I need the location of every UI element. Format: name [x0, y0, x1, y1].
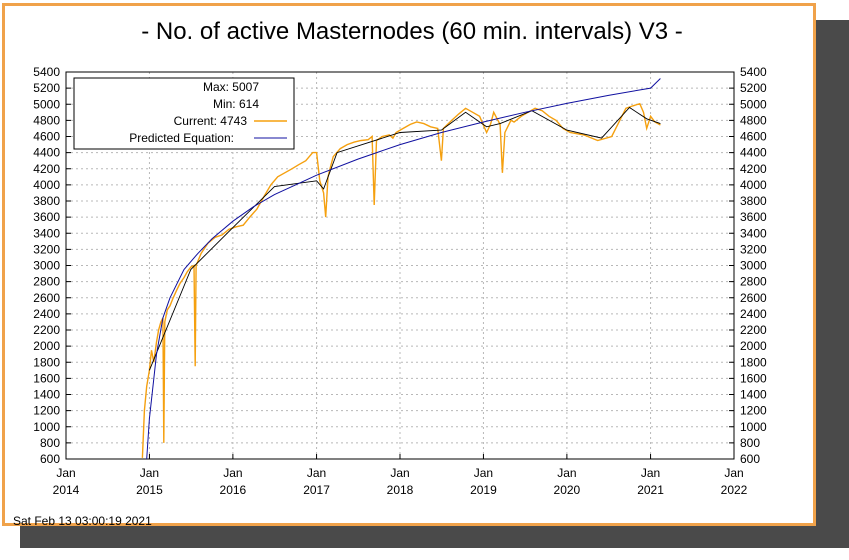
y-tick-label-right: 2200	[740, 323, 767, 337]
y-tick-label-right: 1600	[740, 371, 767, 385]
x-tick-label-month: Jan	[307, 466, 326, 480]
y-tick-label-left: 1800	[33, 355, 60, 369]
y-tick-label-right: 1200	[740, 404, 767, 418]
y-tick-label-left: 5200	[33, 81, 60, 95]
chart-canvas: 600 600 800 800 1000 1000 1200 1200 1400 1400 1600…	[33, 65, 767, 497]
x-tick-label-year: 2014	[53, 483, 80, 497]
y-tick-label-right: 3800	[740, 194, 767, 208]
y-tick-label-left: 1000	[33, 420, 60, 434]
y-tick-label-right: 2400	[740, 307, 767, 321]
y-tick-label-left: 4800	[33, 113, 60, 127]
y-tick-label-left: 2800	[33, 275, 60, 289]
y-tick-label-right: 4800	[740, 113, 767, 127]
y-tick-label-right: 4400	[740, 146, 767, 160]
y-tick-label-right: 3400	[740, 226, 767, 240]
y-tick-label-right: 1400	[740, 388, 767, 402]
x-tick-label-year: 2020	[554, 483, 581, 497]
series-moving-average-line	[148, 106, 661, 371]
y-tick-label-right: 2800	[740, 275, 767, 289]
frame-shadow-bottom	[20, 526, 849, 548]
y-tick-label-right: 600	[740, 452, 760, 466]
y-tick-label-left: 3400	[33, 226, 60, 240]
plot-area-border	[65, 71, 735, 460]
y-tick-label-left: 5400	[33, 65, 60, 79]
y-tick-label-left: 2400	[33, 307, 60, 321]
y-tick-label-left: 3800	[33, 194, 60, 208]
y-tick-label-left: 1400	[33, 388, 60, 402]
y-tick-label-left: 3000	[33, 259, 60, 273]
x-tick-label-month: Jan	[390, 466, 409, 480]
y-tick-label-left: 4000	[33, 178, 60, 192]
chart-panel: - No. of active Masternodes (60 min. int…	[2, 3, 816, 528]
y-tick-label-right: 5400	[740, 65, 767, 79]
series-current-line	[141, 102, 661, 458]
x-tick-label-year: 2015	[136, 483, 163, 497]
x-tick-label-year: 2016	[220, 483, 247, 497]
y-tick-label-left: 1600	[33, 371, 60, 385]
x-tick-label-year: 2019	[470, 483, 497, 497]
chart-title: - No. of active Masternodes (60 min. int…	[141, 18, 683, 45]
legend-min-label: Min: 614	[213, 97, 259, 111]
y-tick-label-left: 4200	[33, 162, 60, 176]
y-tick-label-left: 4600	[33, 130, 60, 144]
x-tick-label-month: Jan	[641, 466, 660, 480]
legend-current-label: Current: 4743	[174, 114, 248, 128]
legend-box	[73, 77, 295, 150]
y-tick-label-left: 1200	[33, 404, 60, 418]
x-tick-label-month: Jan	[474, 466, 493, 480]
y-tick-label-left: 3200	[33, 242, 60, 256]
frame-shadow-right	[816, 20, 849, 546]
x-tick-label-month: Jan	[140, 466, 159, 480]
y-tick-label-left: 600	[40, 452, 60, 466]
legend-predicted-label: Predicted Equation:	[129, 131, 234, 145]
y-tick-label-right: 2600	[740, 291, 767, 305]
y-tick-label-right: 4200	[740, 162, 767, 176]
y-tick-label-right: 5200	[740, 81, 767, 95]
y-tick-label-right: 800	[740, 436, 760, 450]
y-tick-label-right: 1000	[740, 420, 767, 434]
timestamp: Sat Feb 13 03:00:19 2021	[13, 514, 152, 528]
y-tick-label-left: 2600	[33, 291, 60, 305]
y-tick-label-right: 3600	[740, 210, 767, 224]
y-tick-label-right: 4600	[740, 130, 767, 144]
x-tick-label-year: 2017	[303, 483, 330, 497]
y-tick-label-left: 4400	[33, 146, 60, 160]
y-tick-label-left: 3600	[33, 210, 60, 224]
y-tick-label-right: 4000	[740, 178, 767, 192]
x-tick-label-year: 2018	[387, 483, 414, 497]
x-tick-label-month: Jan	[557, 466, 576, 480]
y-tick-label-right: 3200	[740, 242, 767, 256]
x-tick-label-year: 2022	[721, 483, 748, 497]
series-predicted-line	[146, 78, 661, 459]
x-tick-label-year: 2021	[637, 483, 664, 497]
y-tick-label-left: 5000	[33, 97, 60, 111]
y-tick-label-left: 2200	[33, 323, 60, 337]
y-tick-label-left: 800	[40, 436, 60, 450]
x-tick-label-month: Jan	[56, 466, 75, 480]
x-tick-label-month: Jan	[724, 466, 743, 480]
y-tick-label-right: 5000	[740, 97, 767, 111]
y-tick-label-right: 3000	[740, 259, 767, 273]
x-tick-label-month: Jan	[223, 466, 242, 480]
legend-max-label: Max: 5007	[203, 80, 259, 94]
y-tick-label-right: 2000	[740, 339, 767, 353]
y-tick-label-right: 1800	[740, 355, 767, 369]
y-tick-label-left: 2000	[33, 339, 60, 353]
